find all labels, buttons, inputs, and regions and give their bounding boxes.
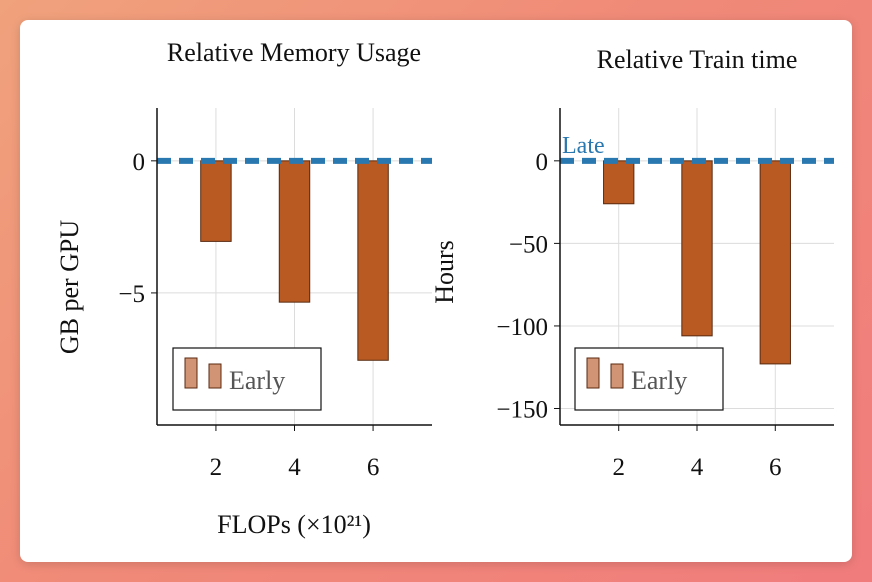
- tick-labels: 2 4 6 0 −50 −100 −150: [496, 149, 781, 481]
- chart-memory-usage: Relative Memory Usage GB per GPU FLOPs (…: [55, 38, 432, 539]
- y-tick-label: 0: [536, 149, 549, 176]
- figure-card: Relative Memory Usage GB per GPU FLOPs (…: [20, 20, 852, 562]
- bar-early-2: [603, 160, 635, 205]
- y-tick-label: 0: [133, 149, 146, 176]
- bar-early-6: [357, 160, 389, 361]
- x-tick-label: 4: [288, 454, 301, 481]
- bar-early-4: [278, 160, 311, 303]
- x-tick-label: 4: [691, 454, 704, 481]
- late-label: Late: [562, 133, 605, 159]
- chart-figure: Relative Memory Usage GB per GPU FLOPs (…: [55, 38, 834, 539]
- reference-line: Late: [560, 133, 834, 164]
- legend-swatch: [208, 363, 222, 389]
- legend-swatch: [610, 363, 624, 389]
- bars: [200, 160, 389, 361]
- legend-swatch: [586, 357, 600, 389]
- chart-title: Relative Train time: [597, 45, 798, 74]
- bars: [603, 160, 791, 365]
- chart-train-time: Relative Train time Hours Late 2 4 6 0 −50 −1…: [430, 45, 834, 481]
- x-axis-label: FLOPs (×10²¹): [217, 510, 371, 539]
- x-tick-label: 2: [210, 454, 223, 481]
- bar-early-2: [200, 160, 232, 242]
- y-tick-label: −5: [118, 281, 145, 308]
- x-tick-label: 2: [612, 454, 625, 481]
- y-axis-label: GB per GPU: [55, 220, 84, 355]
- y-tick-label: −150: [496, 396, 548, 423]
- chart-title: Relative Memory Usage: [167, 38, 421, 67]
- legend-label: Early: [229, 366, 285, 395]
- bar-early-4: [681, 160, 713, 337]
- y-tick-label: −50: [509, 231, 548, 258]
- legend-swatch: [184, 357, 198, 389]
- bar-early-6: [759, 160, 791, 365]
- x-tick-label: 6: [769, 454, 782, 481]
- legend: Early: [574, 347, 724, 411]
- legend-box: [172, 347, 322, 411]
- legend: Early: [172, 347, 322, 411]
- x-tick-label: 6: [367, 454, 380, 481]
- legend-label: Early: [631, 366, 687, 395]
- legend-box: [574, 347, 724, 411]
- y-axis-label: Hours: [430, 240, 459, 304]
- tick-labels: 2 4 6 0 −5: [118, 149, 379, 481]
- y-tick-label: −100: [496, 314, 548, 341]
